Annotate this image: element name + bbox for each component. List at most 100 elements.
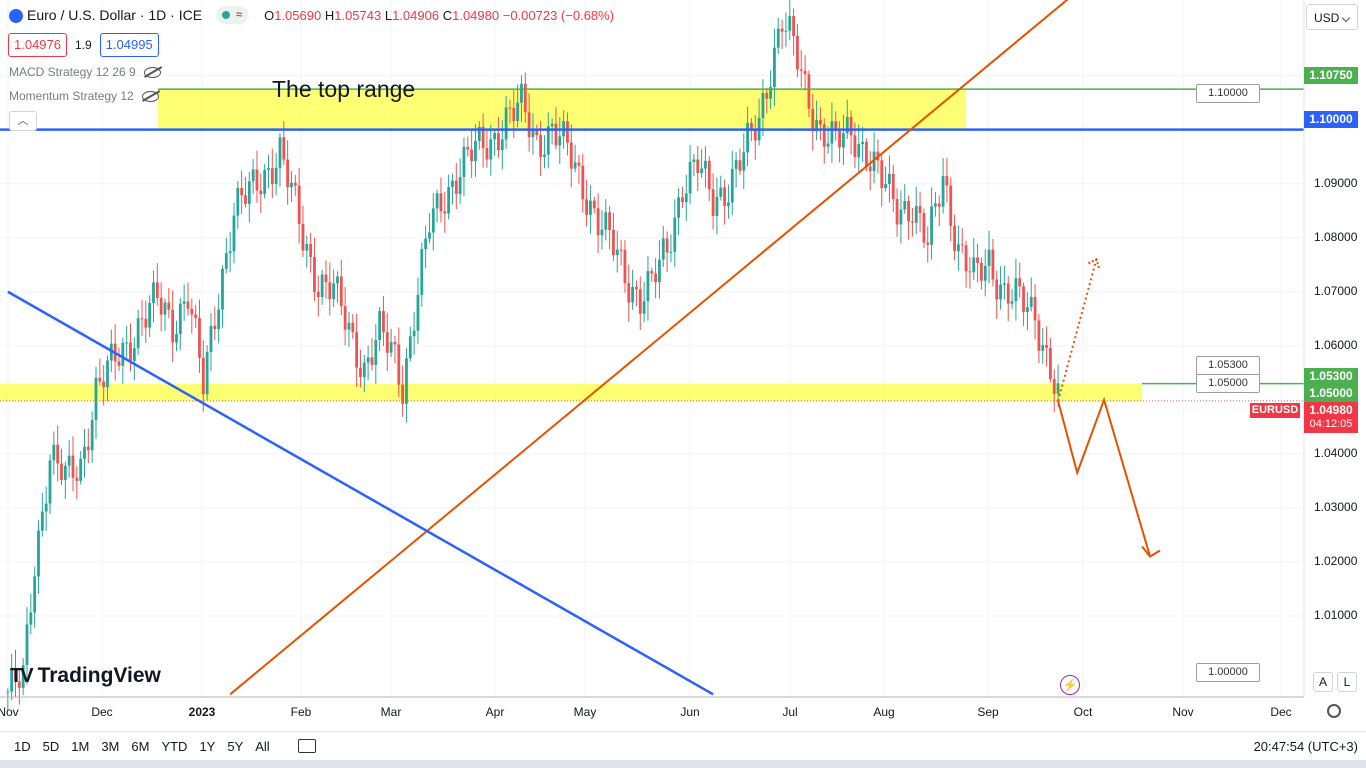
candle — [780, 19, 784, 49]
candle-body — [788, 16, 792, 31]
candle — [29, 593, 33, 635]
price-chart[interactable] — [0, 0, 1366, 731]
candle-body — [650, 271, 654, 274]
candle-body — [489, 139, 493, 160]
candle-body — [328, 282, 332, 300]
candle — [654, 258, 658, 299]
candle-body — [355, 332, 359, 368]
candle — [408, 326, 412, 362]
gear-icon[interactable] — [1327, 704, 1341, 718]
top-range-annotation[interactable]: The top range — [272, 76, 416, 102]
price-tick-label: 1.02000 — [1314, 553, 1358, 568]
sell-price-button[interactable]: 1.04976 — [8, 33, 67, 57]
price-tick-label: 1.08000 — [1314, 229, 1358, 244]
candle — [60, 448, 63, 485]
log-scale-button[interactable]: L — [1337, 672, 1357, 692]
candle — [531, 113, 535, 155]
candle-body — [186, 301, 190, 309]
candle — [734, 151, 738, 188]
candle-body — [642, 301, 646, 314]
candle-body — [274, 167, 278, 185]
callout-105300[interactable]: 1.05300 — [1196, 356, 1260, 375]
candle-body — [769, 86, 772, 99]
hidden-eye-icon[interactable] — [141, 90, 159, 102]
candle — [884, 166, 887, 192]
candle — [957, 225, 960, 271]
auto-scale-button[interactable]: A — [1313, 672, 1333, 692]
candle — [313, 237, 316, 301]
candle — [738, 148, 742, 175]
candle-body — [627, 283, 631, 303]
callout-110000[interactable]: 1.10000 — [1196, 84, 1260, 103]
range-1y-button[interactable]: 1Y — [199, 738, 216, 754]
candle-body — [849, 116, 853, 136]
candle-body — [807, 74, 811, 109]
candle-body — [1010, 301, 1014, 304]
buy-price-button[interactable]: 1.04995 — [99, 33, 159, 57]
time-tick-label: Aug — [873, 705, 895, 719]
candle — [44, 486, 48, 531]
collapse-indicators-button[interactable]: ︿ — [9, 111, 37, 131]
time-tick-label: Sep — [977, 705, 999, 719]
candle — [615, 230, 619, 273]
data-wave-icon: ≈ — [236, 9, 243, 21]
currency-selector[interactable]: USD — [1306, 4, 1358, 30]
candle — [155, 263, 159, 306]
candle-body — [727, 202, 730, 206]
candle-body — [512, 107, 516, 121]
candle — [719, 175, 723, 201]
candle — [75, 465, 79, 500]
candle-body — [493, 132, 497, 140]
candle — [953, 214, 956, 261]
globe-icon — [9, 9, 23, 23]
candle-body — [286, 159, 290, 188]
market-status-pill[interactable]: ≈ — [216, 6, 249, 24]
candle — [167, 287, 171, 319]
candle-body — [167, 302, 171, 310]
candle — [918, 191, 922, 233]
range-3m-button[interactable]: 3M — [101, 738, 120, 754]
range-all-button[interactable]: All — [255, 738, 270, 754]
calendar-icon[interactable] — [297, 739, 316, 753]
candle-body — [86, 446, 90, 451]
symbol-title[interactable]: Euro / U.S. Dollar · 1D · ICE — [27, 7, 203, 23]
candle — [244, 176, 247, 208]
range-1m-button[interactable]: 1M — [71, 738, 90, 754]
candle — [520, 75, 523, 122]
candle-body — [830, 121, 834, 144]
candle-body — [964, 245, 968, 272]
candle-body — [926, 242, 930, 245]
hidden-eye-icon[interactable] — [143, 66, 161, 78]
candle-body — [960, 244, 964, 246]
range-6m-button[interactable]: 6M — [131, 738, 150, 754]
candle — [470, 130, 474, 179]
candle-body — [822, 124, 826, 147]
candle — [309, 232, 313, 273]
indicator-macd[interactable]: MACD Strategy 12 26 9 — [9, 65, 161, 79]
lightning-icon[interactable]: ⚡ — [1060, 675, 1080, 695]
callout-105000[interactable]: 1.05000 — [1196, 374, 1260, 393]
callout-100000[interactable]: 1.00000 — [1196, 663, 1260, 682]
range-ytd-button[interactable]: YTD — [161, 738, 188, 754]
candle-body — [205, 351, 209, 395]
candle-body — [711, 189, 715, 216]
candle-body — [94, 377, 98, 421]
candle — [696, 145, 700, 191]
indicator-momentum[interactable]: Momentum Strategy 12 — [9, 89, 159, 103]
utc-clock[interactable]: 20:47:54 (UTC+3) — [1253, 738, 1358, 754]
candle — [715, 177, 719, 235]
candle — [803, 55, 807, 91]
candle-body — [596, 208, 600, 236]
candle — [397, 327, 401, 398]
candle — [489, 124, 493, 176]
candle-body — [581, 165, 585, 200]
candle — [485, 128, 489, 168]
candle-body — [796, 35, 799, 70]
candle — [895, 188, 899, 237]
range-1d-button[interactable]: 1D — [14, 738, 31, 754]
candle-body — [761, 93, 765, 118]
candle-body — [811, 108, 815, 132]
candle-body — [750, 122, 753, 130]
range-5y-button[interactable]: 5Y — [227, 738, 244, 754]
range-5d-button[interactable]: 5D — [42, 738, 60, 754]
